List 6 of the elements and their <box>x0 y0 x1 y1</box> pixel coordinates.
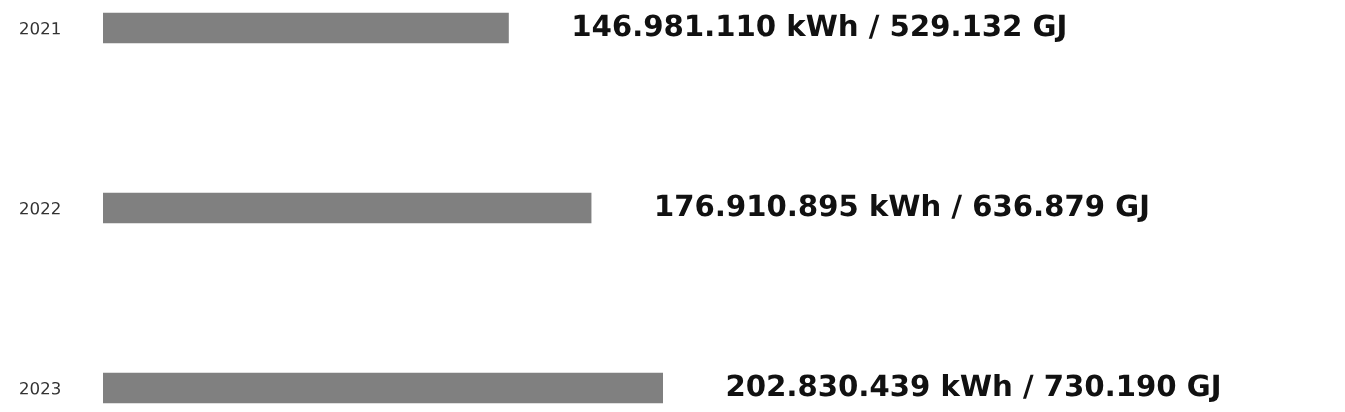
y-tick-label: 2021 <box>20 21 60 35</box>
data-label: 202.830.439 kWh / 730.190 GJ <box>727 373 1219 402</box>
data-label: 146.981.110 kWh / 529.132 GJ <box>574 13 1065 42</box>
y-tick-label: 2023 <box>20 381 60 395</box>
y-tick-label: 2022 <box>20 201 60 215</box>
data-label: 176.910.895 kWh / 636.879 GJ <box>657 193 1148 222</box>
